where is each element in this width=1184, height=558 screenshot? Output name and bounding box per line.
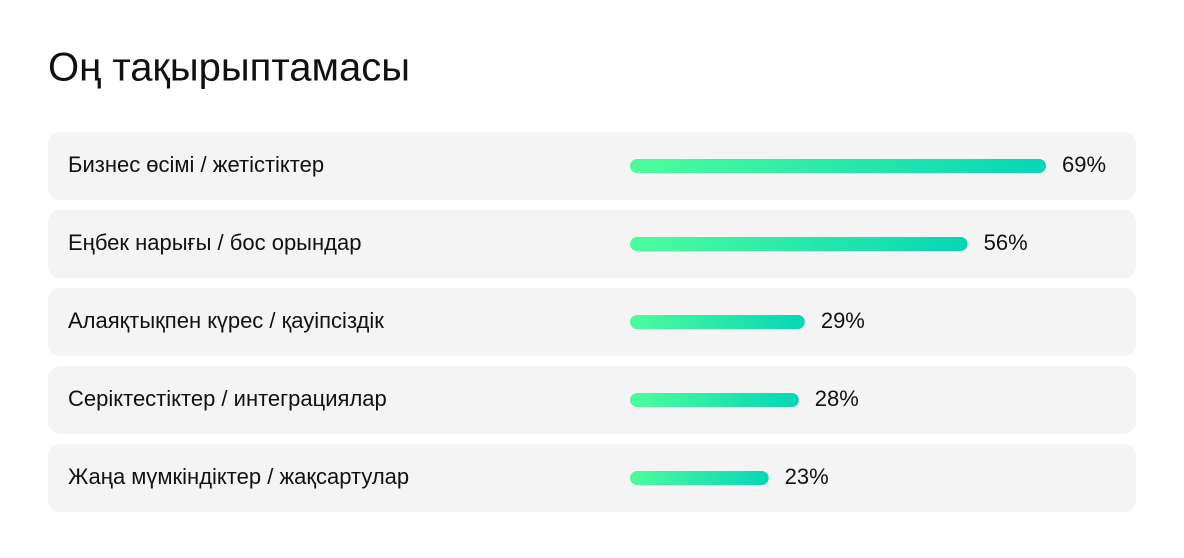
row-label: Еңбек нарығы / бос орындар	[68, 230, 361, 255]
row-background	[48, 444, 1136, 512]
row-label: Жаңа мүмкіндіктер / жақсартулар	[68, 464, 409, 489]
row-label: Бизнес өсімі / жетістіктер	[68, 152, 324, 177]
value-label: 28%	[815, 386, 859, 411]
chart-title: Оң тақырыптамасы	[48, 46, 410, 90]
bar	[630, 237, 968, 251]
bar	[630, 315, 805, 329]
value-label: 23%	[785, 464, 829, 489]
row-background	[48, 210, 1136, 278]
bar	[630, 471, 769, 485]
row-background	[48, 366, 1136, 434]
bar	[630, 393, 799, 407]
row-label: Алаяқтықпен күрес / қауіпсіздік	[68, 308, 384, 333]
row-background	[48, 132, 1136, 200]
value-label: 29%	[821, 308, 865, 333]
row-label: Серіктестіктер / интеграциялар	[68, 386, 387, 411]
bar	[630, 159, 1046, 173]
row-background	[48, 288, 1136, 356]
value-label: 56%	[984, 230, 1028, 255]
value-label: 69%	[1062, 152, 1106, 177]
